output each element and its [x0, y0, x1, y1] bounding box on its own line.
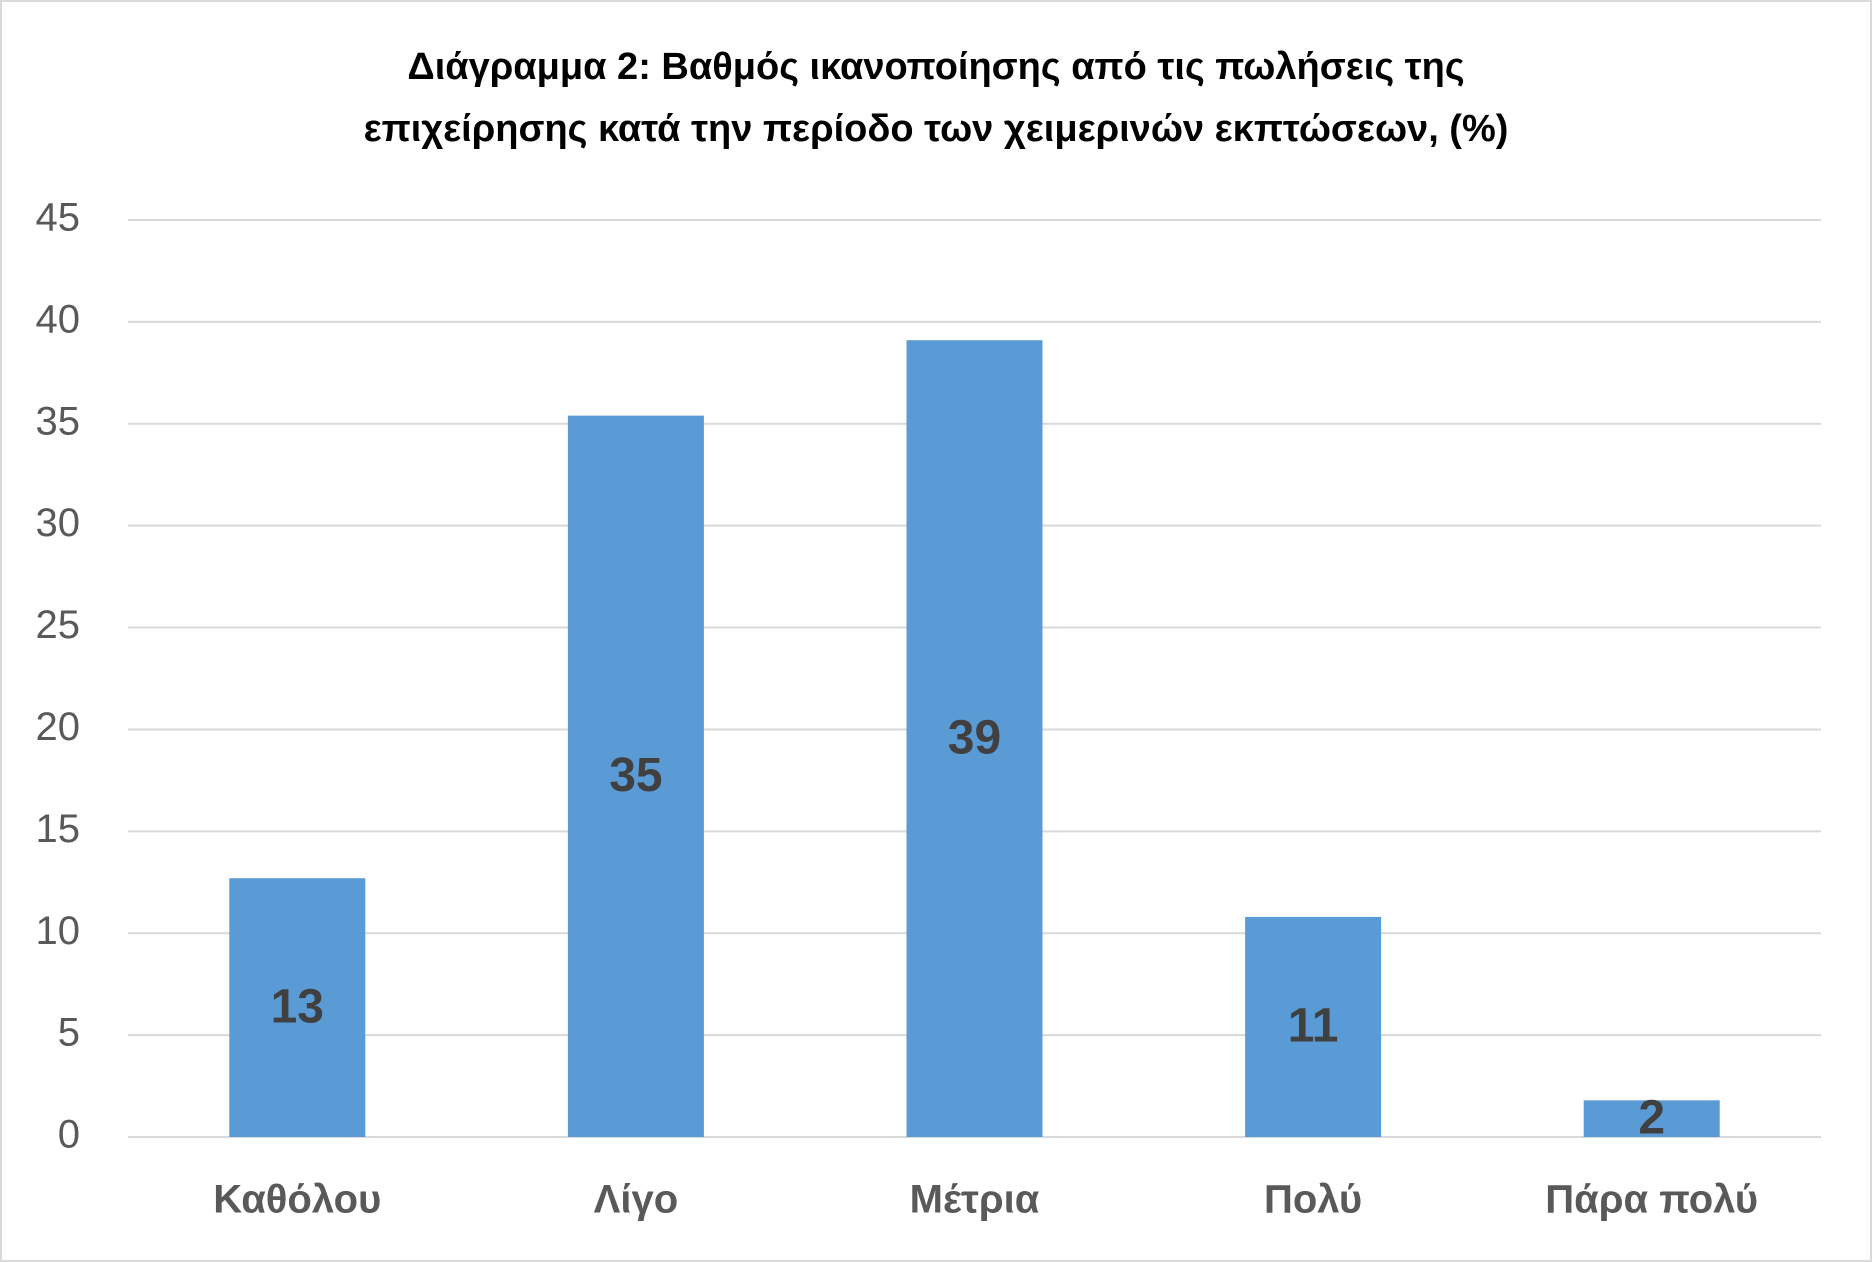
- x-tick-label: Πάρα πολύ: [1545, 1178, 1758, 1222]
- bar: [229, 878, 366, 1137]
- bar: [1583, 1100, 1720, 1137]
- bar: [567, 415, 704, 1137]
- y-tick-label: 20: [36, 705, 81, 749]
- y-tick-label: 30: [36, 501, 81, 545]
- chart-title: Διάγραμμα 2: Βαθμός ικανοποίησης από τις…: [407, 46, 1464, 88]
- data-label: 2: [1638, 1091, 1665, 1144]
- x-tick-label: Λίγο: [594, 1178, 678, 1222]
- data-label: 11: [1288, 1000, 1339, 1053]
- y-tick-label: 40: [36, 297, 81, 341]
- bar: [906, 340, 1043, 1137]
- x-tick-label: Μέτρια: [910, 1178, 1040, 1222]
- data-label: 13: [271, 980, 324, 1033]
- y-tick-label: 5: [58, 1011, 80, 1055]
- data-label: 35: [609, 749, 662, 802]
- y-tick-label: 45: [36, 196, 81, 240]
- bar: [1245, 916, 1382, 1137]
- x-tick-label: Καθόλου: [213, 1178, 381, 1222]
- y-tick-label: 35: [36, 399, 81, 443]
- y-tick-label: 15: [36, 807, 81, 851]
- y-tick-label: 0: [58, 1113, 80, 1157]
- x-tick-label: Πολύ: [1264, 1178, 1362, 1222]
- y-tick-label: 10: [36, 909, 81, 953]
- y-tick-label: 25: [36, 603, 81, 647]
- data-label: 39: [948, 711, 1001, 764]
- chart-title: επιχείρησης κατά την περίοδο των χειμερι…: [364, 108, 1509, 150]
